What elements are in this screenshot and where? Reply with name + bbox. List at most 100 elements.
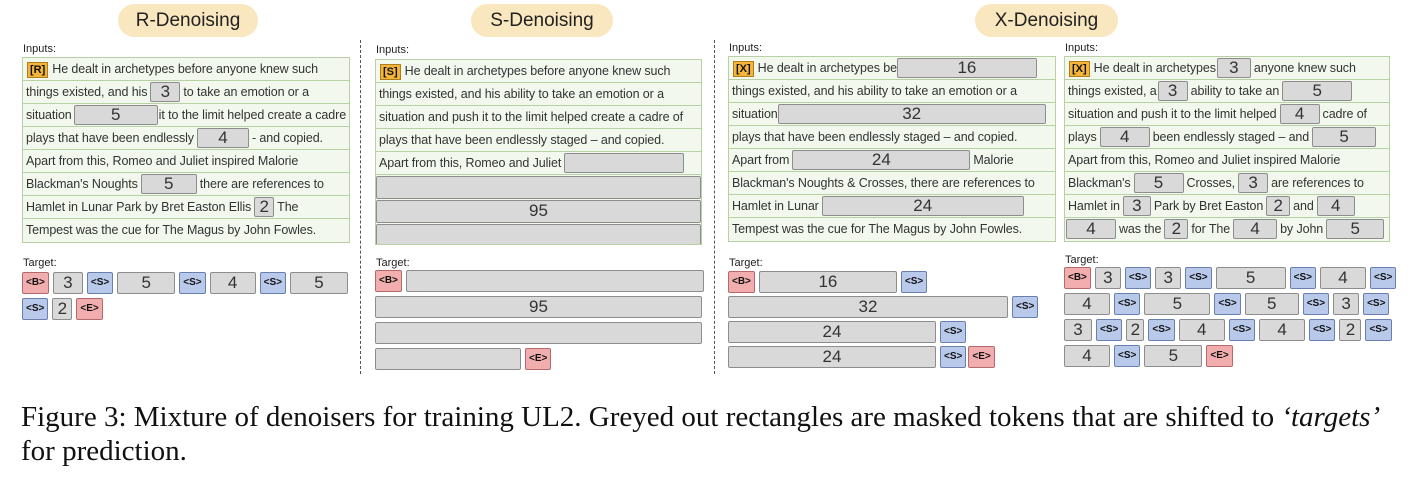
- target-row: <B> 3 <S> 3 <S> 5 <S> 4 <S>: [1064, 267, 1400, 289]
- target-row: <B> 16 <S>: [728, 271, 931, 293]
- masked-span: 3: [1216, 58, 1251, 78]
- caption-italic: ‘targets’: [1281, 401, 1381, 433]
- target-span: 2: [52, 298, 73, 320]
- text: He dealt in archetypes before anyone kne…: [52, 62, 318, 76]
- text: there are references to: [199, 177, 324, 191]
- text-row: situation and push it to the limit helpe…: [376, 106, 701, 129]
- sep-token: <S>: [179, 272, 206, 294]
- text-row: Tempest was the cue for The Magus by Joh…: [729, 218, 1055, 241]
- masked-span-line: [376, 176, 701, 199]
- text-row: Apart from 24 Malorie: [729, 149, 1055, 172]
- text: are references to: [1271, 176, 1364, 190]
- target-span: 24: [728, 346, 936, 368]
- masked-span: 4: [1099, 127, 1150, 147]
- text: plays that have been endlessly staged – …: [379, 133, 665, 147]
- end-token: <E>: [76, 298, 103, 320]
- masked-span: 5: [73, 105, 158, 125]
- sep-token: <S>: [1289, 267, 1316, 289]
- sep-token: <S>: [940, 321, 967, 343]
- target-span: 3: [1333, 293, 1360, 315]
- caption-tail: for prediction.: [21, 435, 187, 467]
- text-row: [X] He dealt in archetypes be 16: [729, 57, 1055, 80]
- target-span: 3: [1155, 267, 1182, 289]
- target-span: 5: [1144, 293, 1211, 315]
- text: things existed, and his: [26, 85, 148, 99]
- target-span: 3: [1064, 319, 1092, 341]
- target-span: 95: [375, 296, 702, 318]
- text-row: things existed, and his 3 to take an emoti…: [23, 81, 349, 104]
- text: Crosses,: [1186, 176, 1236, 190]
- text: plays that have been endlessly: [26, 131, 194, 145]
- target-span: 5: [1144, 345, 1203, 367]
- masked-span: 16: [896, 58, 1037, 78]
- text: things existed, a: [1068, 84, 1157, 98]
- masked-span: 5: [1282, 81, 1353, 101]
- begin-token: <B>: [22, 272, 49, 294]
- text: Park by Bret Easton: [1153, 199, 1264, 213]
- text-row: Hamlet in Lunar Park by Bret Easton Elli…: [23, 196, 349, 219]
- target-row: <B> 3 <S> 5 <S> 4 <S> 5: [22, 272, 352, 294]
- text: situation: [732, 107, 778, 121]
- text: to take an emotion or a: [183, 85, 309, 99]
- sep-token: <S>: [1214, 293, 1241, 315]
- text: been endlessly staged – and: [1152, 130, 1310, 144]
- text-row: Blackman's 5 Crosses, 3 are references to: [1065, 172, 1389, 195]
- text: Apart from this, Romeo and Juliet inspir…: [26, 154, 299, 168]
- target-span: 2: [1126, 319, 1145, 341]
- masked-span: 4: [1316, 196, 1355, 216]
- text-row: [R] He dealt in archetypes before anyone …: [23, 58, 349, 81]
- text-row: [S] He dealt in archetypes before anyone …: [376, 60, 701, 83]
- target-row: 95: [375, 296, 706, 318]
- target-span: 5: [117, 272, 176, 294]
- masked-span: 3: [1238, 173, 1269, 193]
- target-row: <S> 2 <E>: [22, 298, 107, 320]
- x2-target: <B> 3 <S> 3 <S> 5 <S> 4 <S> 4 <S> 5 <S> 5 <S> 3 <S> 3 <S…: [1064, 267, 1397, 371]
- target-span: 4: [209, 272, 256, 294]
- text: Tempest was the cue for The Magus by Joh…: [26, 223, 317, 237]
- text-row: Tempest was the cue for The Magus by Joh…: [23, 219, 349, 242]
- target-row: 4 <S> 5 <S> 5 <S> 3 <S>: [1064, 293, 1393, 315]
- target-span: [405, 270, 704, 292]
- text-row: Apart from this, Romeo and Juliet: [376, 152, 701, 175]
- s-target: <B> 95 <E>: [375, 270, 706, 372]
- text: things existed, and his ability to take …: [732, 84, 1017, 98]
- masked-span: 2: [1164, 219, 1189, 239]
- text: situation and push it to the limit helpe…: [379, 110, 684, 124]
- text: cadre of: [1322, 107, 1367, 121]
- masked-span: 5: [1326, 219, 1385, 239]
- target-span: 4: [1064, 345, 1110, 367]
- masked-span-line: 95: [376, 200, 701, 223]
- text-row: plays 4 been endlessly staged – and 5: [1065, 126, 1389, 149]
- target-row: [375, 322, 706, 344]
- text-row: Apart from this, Romeo and Juliet inspir…: [23, 150, 349, 173]
- masked-span: 4: [1233, 219, 1278, 239]
- text: for The: [1191, 222, 1231, 236]
- text: things existed, and his ability to take …: [379, 87, 664, 101]
- figure-caption: Figure 3: Mixture of denoisers for train…: [21, 400, 1411, 468]
- text: The: [277, 200, 299, 214]
- target-span: 4: [1259, 319, 1306, 341]
- x1-inputs-panel: [X] He dealt in archetypes be 16 things ex…: [728, 56, 1056, 242]
- text: Tempest was the cue for The Magus by Joh…: [732, 222, 1023, 236]
- text: He dealt in archetypes be: [757, 61, 897, 75]
- end-token: <E>: [968, 346, 995, 368]
- masked-span: 3: [150, 82, 181, 102]
- masked-span: 24: [821, 196, 1024, 216]
- sep-token: <S>: [1124, 267, 1152, 289]
- target-row: 3 <S> 2 <S> 4 <S> 4 <S> 2 <S>: [1064, 319, 1396, 341]
- x-denoising-title: X-Denoising: [975, 4, 1118, 37]
- text-row: [X] He dealt in archetypes 3 anyone knew su…: [1065, 57, 1389, 80]
- target-span: 4: [1064, 293, 1110, 315]
- target-span: 2: [1339, 319, 1362, 341]
- target-span: 32: [728, 296, 1008, 318]
- x-marker: [X]: [733, 60, 754, 77]
- masked-span: 2: [254, 197, 275, 217]
- text-row: things existed, a 3 ability to take an 5: [1065, 80, 1389, 103]
- target-span: 4: [1178, 319, 1225, 341]
- target-span: 5: [1244, 293, 1299, 315]
- text-row: plays that have been endlessly staged – …: [729, 126, 1055, 149]
- target-span: [375, 348, 521, 370]
- text: Apart from this, Romeo and Juliet: [379, 156, 562, 170]
- text-row: plays that have been endlessly staged – …: [376, 129, 701, 152]
- target-span: 24: [728, 321, 936, 343]
